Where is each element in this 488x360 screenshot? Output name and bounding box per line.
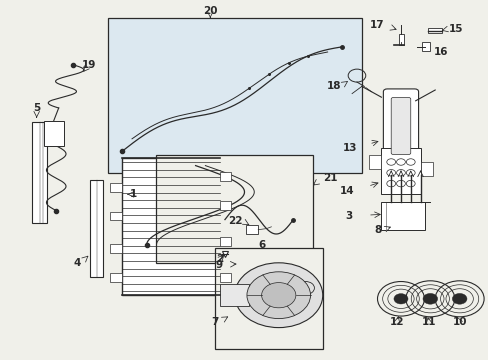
Bar [220, 172, 230, 181]
Bar [156, 155, 312, 263]
Bar [215, 248, 322, 349]
Bar [427, 28, 441, 33]
Text: 9: 9 [215, 260, 222, 270]
FancyBboxPatch shape [383, 89, 418, 163]
Circle shape [422, 293, 437, 304]
Bar [381, 202, 425, 230]
Bar [32, 122, 47, 223]
Text: 22: 22 [228, 216, 243, 226]
Text: 1: 1 [129, 189, 137, 199]
Text: 20: 20 [203, 6, 217, 16]
Bar [420, 162, 432, 176]
Text: 6: 6 [258, 240, 264, 250]
Circle shape [261, 283, 295, 308]
Text: 18: 18 [326, 81, 341, 91]
Text: 5: 5 [33, 103, 40, 113]
Bar [122, 158, 220, 295]
Text: 21: 21 [322, 173, 337, 183]
Text: 10: 10 [451, 317, 466, 327]
Circle shape [246, 272, 310, 319]
Text: 7: 7 [211, 317, 218, 327]
FancyBboxPatch shape [390, 98, 410, 154]
Bar [110, 273, 122, 282]
Bar [245, 225, 258, 234]
Text: 13: 13 [342, 143, 356, 153]
Bar [110, 244, 122, 253]
Bar [44, 121, 63, 146]
Bar [220, 201, 230, 210]
Bar [368, 155, 381, 169]
Bar [110, 183, 122, 192]
Text: 2: 2 [216, 254, 223, 264]
Text: 16: 16 [433, 47, 448, 57]
Text: 11: 11 [421, 317, 435, 327]
Text: 14: 14 [339, 186, 354, 196]
Circle shape [451, 293, 466, 304]
Bar [381, 148, 420, 194]
Text: 15: 15 [448, 24, 463, 34]
Bar [90, 180, 102, 277]
Text: 8: 8 [373, 225, 381, 235]
Text: 4: 4 [73, 258, 81, 268]
Bar [220, 273, 230, 282]
Circle shape [234, 263, 322, 328]
Text: 17: 17 [369, 20, 384, 30]
Circle shape [393, 294, 407, 304]
Text: 19: 19 [81, 60, 96, 70]
Bar [421, 42, 429, 51]
Text: 12: 12 [389, 317, 404, 327]
Bar [110, 212, 122, 220]
Bar [220, 284, 249, 306]
Bar [220, 237, 230, 246]
Bar [398, 34, 404, 45]
Bar [107, 18, 361, 173]
Text: 3: 3 [344, 211, 351, 221]
